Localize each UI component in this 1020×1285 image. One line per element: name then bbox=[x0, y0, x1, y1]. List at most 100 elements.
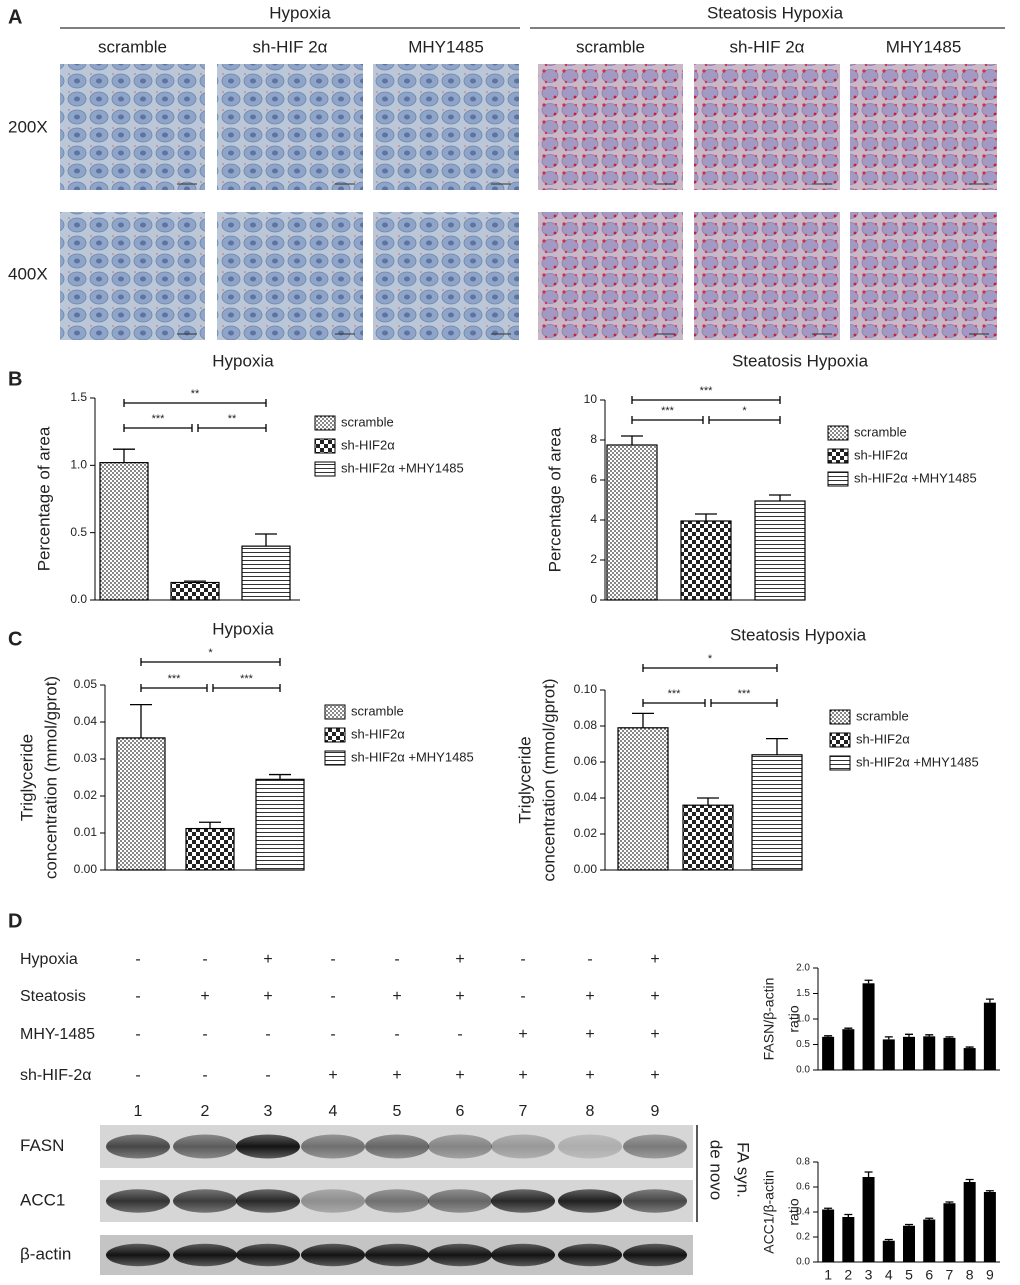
error-bar bbox=[130, 703, 152, 738]
condition-sign: + bbox=[455, 951, 464, 968]
column-label: scramble bbox=[98, 37, 167, 56]
chart-title: Steatosis Hypoxia bbox=[730, 625, 867, 644]
condition-sign: - bbox=[135, 988, 140, 1005]
legend-label: sh-HIF2α bbox=[351, 726, 405, 741]
lane-number: 1 bbox=[134, 1103, 143, 1120]
y-tick-label: 8 bbox=[590, 432, 597, 446]
y-tick-label: 2.0 bbox=[796, 963, 810, 974]
error-bar bbox=[945, 1036, 954, 1038]
error-bar bbox=[184, 580, 206, 583]
lane-number: 7 bbox=[519, 1103, 528, 1120]
blot-band bbox=[301, 1243, 365, 1267]
y-tick-label: 0.01 bbox=[74, 825, 98, 839]
significance-bracket bbox=[212, 684, 281, 692]
legend-label: sh-HIF2α bbox=[854, 447, 908, 462]
bracket-label: de novo bbox=[707, 1140, 726, 1201]
condition-sign: - bbox=[265, 1026, 270, 1043]
error-bar bbox=[697, 797, 719, 806]
y-tick-label: 0.6 bbox=[796, 1182, 810, 1193]
blot-band bbox=[428, 1134, 492, 1159]
y-axis-label: ratio bbox=[786, 1005, 802, 1032]
error-bar bbox=[824, 1207, 833, 1210]
condition-sign: + bbox=[518, 1026, 527, 1043]
bar bbox=[842, 1029, 855, 1070]
column-label: MHY1485 bbox=[886, 37, 962, 56]
bar bbox=[754, 500, 806, 601]
condition-label: Steatosis bbox=[20, 988, 86, 1005]
y-axis-label: Percentage of area bbox=[545, 427, 564, 572]
y-tick-label: 0 bbox=[590, 592, 597, 606]
error-bar bbox=[769, 494, 791, 501]
y-tick-label: 0.10 bbox=[574, 682, 598, 696]
y-axis-label: Triglyceride bbox=[17, 734, 36, 821]
legend-swatch bbox=[324, 727, 346, 743]
row-label: 200X bbox=[8, 117, 48, 136]
condition-label: sh-HIF-2α bbox=[20, 1067, 91, 1084]
condition-sign: + bbox=[650, 1026, 659, 1043]
blot-band bbox=[558, 1189, 622, 1213]
significance-bracket bbox=[123, 399, 267, 407]
y-axis-label: FASN/β-actin bbox=[761, 978, 777, 1061]
bar bbox=[822, 1036, 835, 1070]
blot-band bbox=[558, 1134, 622, 1159]
condition-sign: + bbox=[392, 988, 401, 1005]
significance-label: * bbox=[742, 405, 747, 417]
legend-label: sh-HIF2α bbox=[856, 731, 910, 746]
blot-band bbox=[173, 1243, 237, 1267]
y-tick-label: 10 bbox=[584, 392, 598, 406]
error-bar bbox=[905, 1033, 913, 1037]
condition-sign: + bbox=[518, 1067, 527, 1084]
bar bbox=[923, 1219, 936, 1262]
y-tick-label: 0.00 bbox=[74, 862, 98, 876]
bar bbox=[943, 1037, 956, 1070]
blot-band bbox=[623, 1243, 687, 1267]
y-axis-label: ratio bbox=[786, 1198, 802, 1225]
blot-band bbox=[236, 1134, 300, 1159]
y-tick-label: 1.0 bbox=[70, 458, 87, 472]
significance-bracket bbox=[631, 416, 704, 424]
y-tick-label: 0.02 bbox=[574, 826, 598, 840]
protein-label: β-actin bbox=[20, 1244, 71, 1263]
legend-swatch bbox=[827, 471, 849, 487]
micrograph bbox=[694, 212, 840, 340]
bar bbox=[842, 1217, 855, 1262]
significance-label: *** bbox=[738, 688, 752, 700]
bar bbox=[606, 444, 658, 601]
bar bbox=[862, 1177, 875, 1262]
condition-sign: - bbox=[330, 988, 335, 1005]
row-label: 400X bbox=[8, 264, 48, 283]
error-bar bbox=[621, 435, 643, 445]
y-tick-label: 0.8 bbox=[796, 1157, 810, 1168]
error-bar bbox=[255, 533, 277, 547]
bar bbox=[99, 462, 149, 601]
error-bar bbox=[632, 712, 654, 728]
condition-sign: + bbox=[585, 1026, 594, 1043]
condition-sign: - bbox=[394, 1026, 399, 1043]
error-bar bbox=[695, 513, 717, 521]
micrograph bbox=[538, 64, 683, 190]
legend-swatch bbox=[829, 732, 851, 748]
legend-label: sh-HIF2α +MHY1485 bbox=[351, 749, 474, 764]
blot-band bbox=[173, 1134, 237, 1159]
significance-bracket bbox=[140, 658, 281, 666]
y-tick-label: 0.0 bbox=[796, 1257, 810, 1268]
bar bbox=[680, 520, 732, 601]
bar bbox=[882, 1240, 895, 1262]
bar bbox=[983, 1002, 996, 1070]
bar bbox=[903, 1225, 915, 1262]
error-bar bbox=[824, 1035, 833, 1037]
blot-band bbox=[301, 1134, 365, 1159]
condition-sign: + bbox=[328, 1067, 337, 1084]
y-tick-label: 0.05 bbox=[74, 677, 98, 691]
bar bbox=[983, 1192, 996, 1262]
panel-label: A bbox=[8, 6, 22, 28]
significance-label: ** bbox=[191, 388, 200, 400]
error-bar bbox=[269, 773, 291, 780]
condition-sign: + bbox=[392, 1067, 401, 1084]
condition-sign: + bbox=[650, 988, 659, 1005]
error-bar bbox=[884, 1238, 893, 1241]
error-bar bbox=[199, 821, 221, 829]
blot-band bbox=[106, 1243, 170, 1267]
y-tick-label: 0.08 bbox=[574, 718, 598, 732]
